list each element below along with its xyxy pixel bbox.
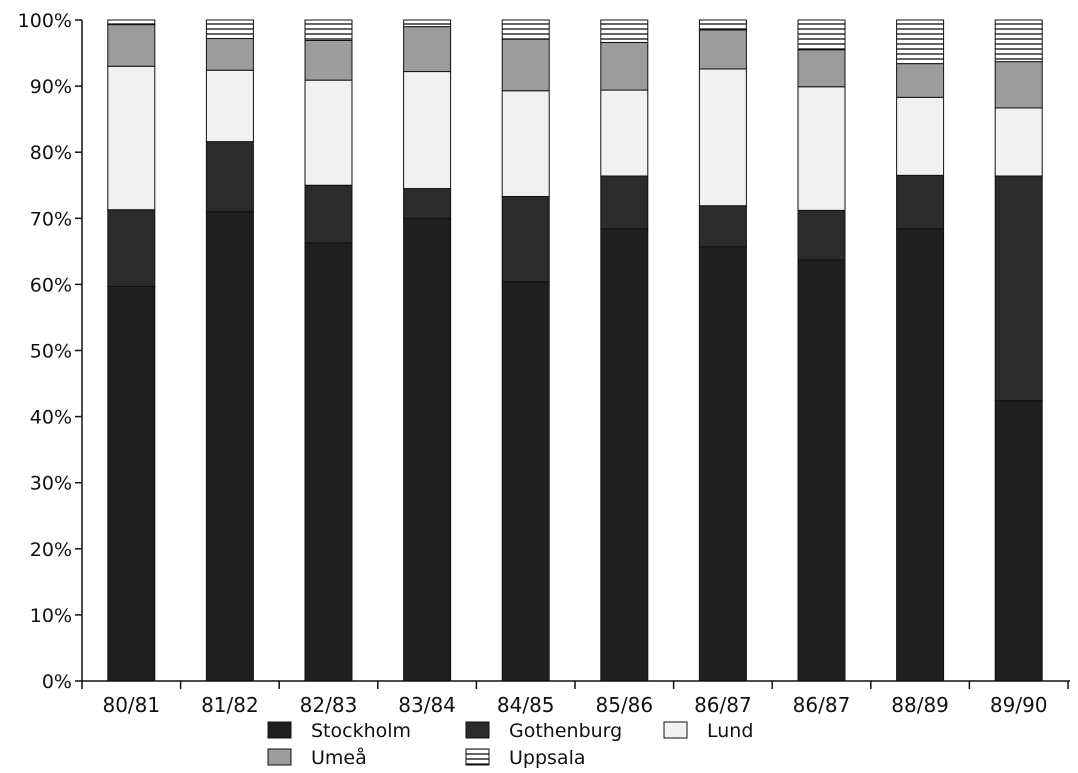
- bar-segment-uppsala: [501, 19, 550, 40]
- bar-segment-uppsala: [896, 19, 945, 65]
- legend-item-lund: Lund: [663, 720, 753, 742]
- bar-segment-lund: [403, 71, 452, 190]
- bar-segment-stockholm: [205, 211, 254, 682]
- x-tick-label: 89/90: [990, 693, 1048, 717]
- x-tick-label: 86/87: [694, 693, 752, 717]
- bar-segment-lund: [205, 69, 254, 143]
- axes-layer: 80/81 81/82 82/83 83/84 84/85 85/86 86/87 86/87…: [18, 10, 1070, 717]
- bar-segment-uppsala: [205, 19, 254, 40]
- bar-segment-lund: [994, 107, 1043, 177]
- bar-segment-lund: [501, 90, 550, 197]
- legend-swatch: [267, 721, 292, 739]
- bar-segment-umea: [107, 24, 156, 67]
- bar-segment-gothenburg: [994, 175, 1043, 402]
- bar-segment-lund: [304, 79, 353, 186]
- legend-swatch: [267, 748, 292, 766]
- x-tick-label: 82/83: [300, 693, 358, 717]
- legend-label: Uppsala: [509, 747, 586, 769]
- legend: Stockholm Gothenburg Lund Umeå Uppsala: [267, 720, 753, 769]
- x-tick-label: 83/84: [398, 693, 456, 717]
- x-tick-label: 84/85: [497, 693, 555, 717]
- y-tick-label: 50%: [30, 341, 72, 363]
- legend-label: Stockholm: [311, 720, 411, 742]
- bar-segment-stockholm: [107, 285, 156, 682]
- bar-segment-lund: [698, 68, 747, 207]
- bar-segment-stockholm: [896, 228, 945, 682]
- bar-segment-uppsala: [698, 19, 747, 31]
- legend-label: Umeå: [311, 746, 367, 769]
- bar-segment-uppsala: [797, 19, 846, 51]
- legend-swatch: [465, 721, 490, 739]
- bar-segment-gothenburg: [304, 184, 353, 244]
- bar-segment-gothenburg: [896, 174, 945, 230]
- bar-segment-lund: [797, 86, 846, 211]
- y-tick-label: 100%: [18, 10, 72, 32]
- bar-segment-umea: [698, 29, 747, 70]
- x-tick-label: 80/81: [102, 693, 160, 717]
- bar-segment-umea: [600, 41, 649, 91]
- bar-segment-gothenburg: [107, 209, 156, 287]
- bar-segment-umea: [501, 38, 550, 92]
- legend-item-stockholm: Stockholm: [267, 720, 411, 742]
- bar-segment-stockholm: [501, 281, 550, 682]
- bar-segment-uppsala: [600, 19, 649, 43]
- bar-segment-uppsala: [403, 19, 452, 28]
- bar-segment-umea: [797, 49, 846, 88]
- bar-segment-stockholm: [698, 246, 747, 682]
- y-tick-label: 0%: [42, 671, 72, 693]
- legend-item-uppsala: Uppsala: [465, 747, 586, 769]
- bar-segment-lund: [600, 89, 649, 177]
- bar-segment-stockholm: [403, 217, 452, 682]
- legend-swatch: [663, 721, 688, 739]
- bar-segment-umea: [896, 63, 945, 98]
- y-tick-label: 10%: [30, 605, 72, 627]
- bar-segment-stockholm: [304, 242, 353, 682]
- bar-segment-umea: [205, 38, 254, 71]
- y-tick-label: 20%: [30, 539, 72, 561]
- bars-layer: [107, 19, 1043, 682]
- x-tick-label: 81/82: [201, 693, 259, 717]
- bar-segment-lund: [896, 96, 945, 176]
- bar-segment-gothenburg: [698, 205, 747, 248]
- legend-swatch: [465, 748, 490, 766]
- bar-segment-umea: [994, 61, 1043, 109]
- x-tick-label: 85/86: [595, 693, 653, 717]
- y-tick-label: 40%: [30, 407, 72, 429]
- y-tick-label: 30%: [30, 473, 72, 495]
- y-tick-label: 70%: [30, 208, 72, 230]
- legend-item-gothenburg: Gothenburg: [465, 720, 622, 742]
- bar-segment-uppsala: [304, 19, 353, 41]
- bar-segment-stockholm: [994, 400, 1043, 682]
- y-tick-label: 80%: [30, 142, 72, 164]
- bar-segment-stockholm: [600, 228, 649, 682]
- bar-segment-gothenburg: [501, 195, 550, 283]
- bar-segment-stockholm: [797, 259, 846, 682]
- bar-segment-uppsala: [994, 19, 1043, 63]
- bar-segment-gothenburg: [205, 141, 254, 213]
- legend-item-umea: Umeå: [267, 746, 367, 769]
- x-tick-label: 86/87: [793, 693, 851, 717]
- bar-segment-lund: [107, 65, 156, 211]
- bar-segment-uppsala: [107, 19, 156, 26]
- bar-segment-gothenburg: [797, 209, 846, 261]
- y-tick-label: 90%: [30, 76, 72, 98]
- legend-label: Gothenburg: [509, 720, 622, 742]
- bar-segment-gothenburg: [600, 175, 649, 230]
- bar-segment-gothenburg: [403, 188, 452, 219]
- bar-segment-umea: [304, 39, 353, 81]
- bar-segment-umea: [403, 26, 452, 73]
- y-tick-label: 60%: [30, 274, 72, 296]
- legend-label: Lund: [707, 720, 753, 742]
- x-tick-label: 88/89: [891, 693, 949, 717]
